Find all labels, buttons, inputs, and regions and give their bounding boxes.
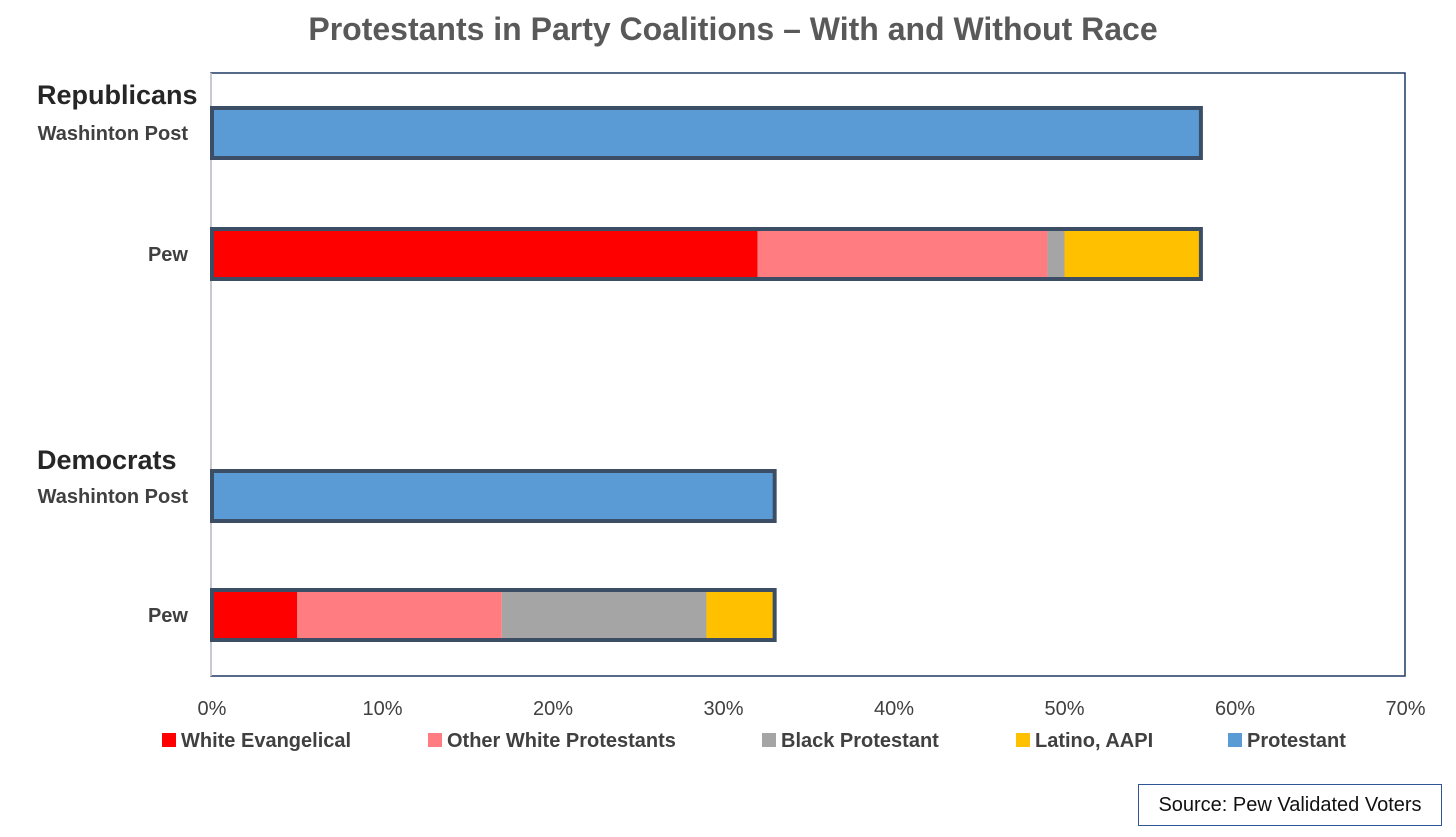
x-tick-label: 40% — [874, 698, 914, 720]
legend-label: Black Protestant — [781, 730, 939, 752]
bar-segment — [501, 590, 707, 640]
legend-label: Protestant — [1247, 730, 1346, 752]
legend-swatch — [1228, 733, 1242, 747]
row-label: Washinton Post — [38, 123, 189, 145]
bar-segment — [212, 108, 1201, 158]
row-label: Pew — [148, 605, 188, 627]
bar-outline — [210, 588, 777, 642]
x-tick-label: 10% — [362, 698, 402, 720]
x-tick-label: 70% — [1385, 698, 1425, 720]
x-tick-label: 50% — [1044, 698, 1084, 720]
bar-outline — [210, 227, 1203, 281]
legend-label: White Evangelical — [181, 730, 351, 752]
bar-segment — [1047, 229, 1065, 279]
bar-segment — [297, 590, 502, 640]
x-tick-label: 30% — [703, 698, 743, 720]
legend-label: Latino, AAPI — [1035, 730, 1153, 752]
legend-swatch — [762, 733, 776, 747]
legend-label: Other White Protestants — [447, 730, 676, 752]
x-tick-label: 0% — [198, 698, 227, 720]
group-label: Democrats — [37, 445, 177, 475]
legend-swatch — [162, 733, 176, 747]
bar-segment — [757, 229, 1048, 279]
group-label: Republicans — [37, 80, 198, 110]
bar-segment — [212, 471, 775, 521]
row-label: Washinton Post — [38, 486, 189, 508]
plot-area — [210, 72, 1406, 677]
source-note: Source: Pew Validated Voters — [1138, 784, 1442, 826]
legend-swatch — [1016, 733, 1030, 747]
bar-segment — [212, 229, 758, 279]
row-label: Pew — [148, 244, 188, 266]
chart-title: Protestants in Party Coalitions – With a… — [308, 11, 1157, 47]
bar-segment — [706, 590, 775, 640]
x-tick-label: 20% — [533, 698, 573, 720]
x-tick-label: 60% — [1215, 698, 1255, 720]
bar-outline — [210, 469, 777, 523]
bar-segment — [212, 590, 298, 640]
bar-segment — [1064, 229, 1201, 279]
legend-swatch — [428, 733, 442, 747]
bar-outline — [210, 106, 1203, 160]
